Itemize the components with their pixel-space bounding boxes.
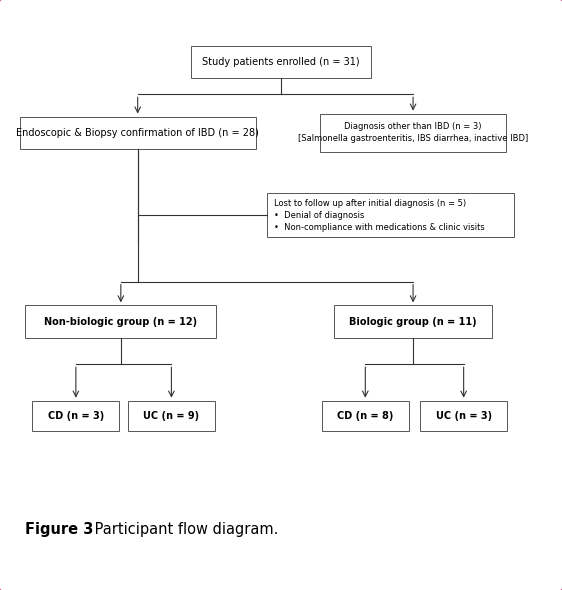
FancyBboxPatch shape: [420, 401, 507, 431]
FancyBboxPatch shape: [33, 401, 120, 431]
Text: Lost to follow up after initial diagnosis (n = 5)
•  Denial of diagnosis
•  Non-: Lost to follow up after initial diagnosi…: [274, 199, 484, 232]
Text: UC (n = 9): UC (n = 9): [143, 411, 200, 421]
Text: UC (n = 3): UC (n = 3): [436, 411, 492, 421]
FancyBboxPatch shape: [267, 194, 514, 237]
Text: Biologic group (n = 11): Biologic group (n = 11): [349, 317, 477, 326]
Text: Study patients enrolled (n = 31): Study patients enrolled (n = 31): [202, 57, 360, 67]
Text: Endoscopic & Biopsy confirmation of IBD (n = 28): Endoscopic & Biopsy confirmation of IBD …: [16, 128, 259, 137]
FancyBboxPatch shape: [321, 401, 409, 431]
Text: Diagnosis other than IBD (n = 3)
[Salmonella gastroenteritis, IBS diarrhea, inac: Diagnosis other than IBD (n = 3) [Salmon…: [298, 122, 528, 143]
Text: CD (n = 8): CD (n = 8): [337, 411, 393, 421]
FancyBboxPatch shape: [191, 45, 371, 78]
Text: Participant flow diagram.: Participant flow diagram.: [90, 522, 278, 537]
Text: CD (n = 3): CD (n = 3): [48, 411, 104, 421]
FancyBboxPatch shape: [20, 116, 256, 149]
FancyBboxPatch shape: [25, 306, 216, 337]
Text: Non-biologic group (n = 12): Non-biologic group (n = 12): [44, 317, 197, 326]
FancyBboxPatch shape: [334, 306, 492, 337]
Text: Figure 3: Figure 3: [25, 522, 94, 537]
FancyBboxPatch shape: [128, 401, 215, 431]
FancyBboxPatch shape: [320, 113, 506, 152]
